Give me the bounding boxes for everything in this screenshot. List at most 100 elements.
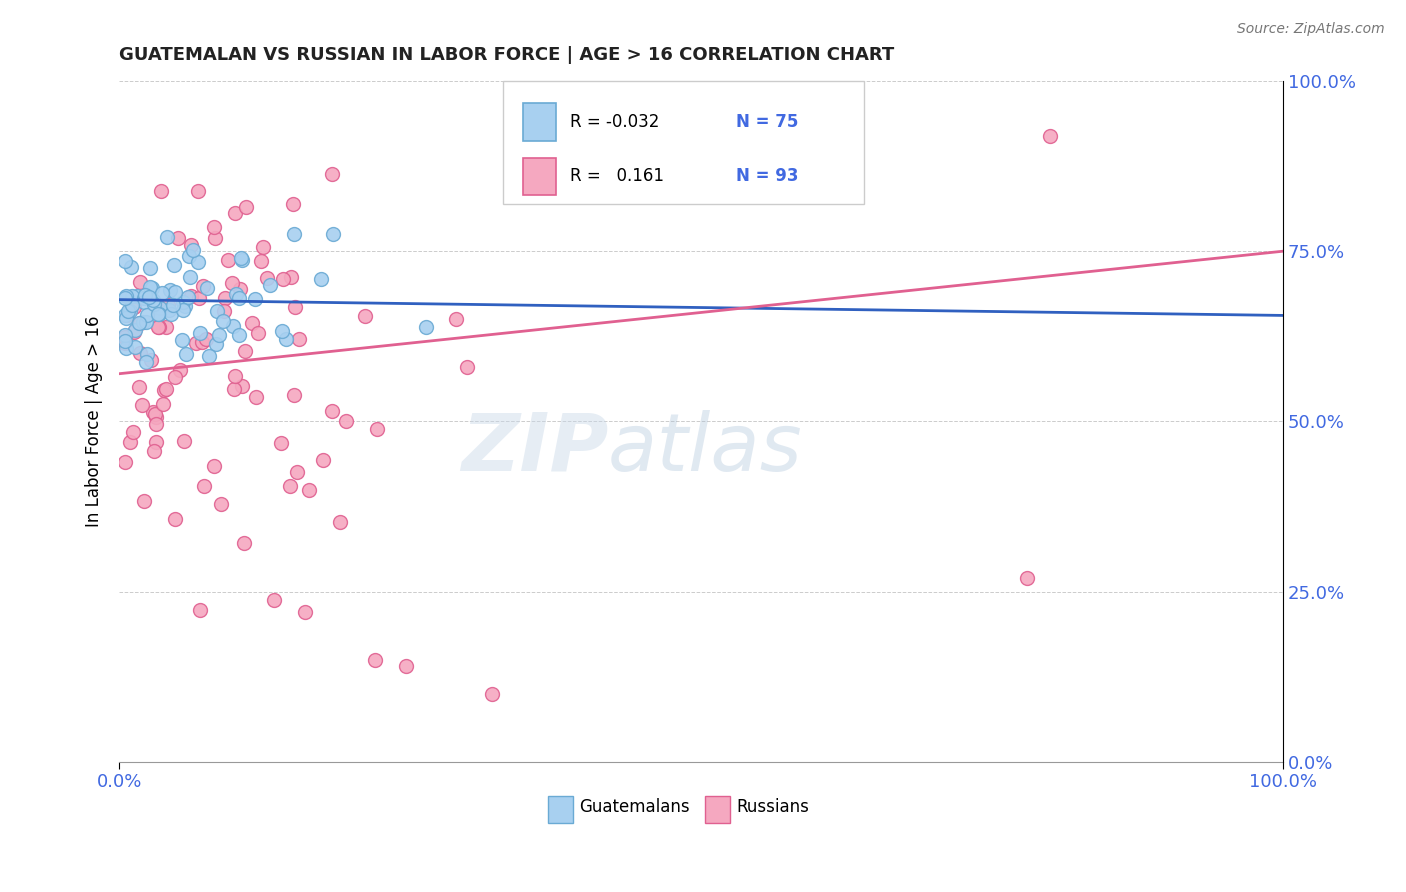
Point [287, 332, 309, 346]
Point [283, 388, 305, 402]
Point [166, 230, 188, 244]
Point [143, 444, 166, 458]
Point [1039, 128, 1062, 143]
Point [298, 483, 321, 497]
Point [157, 298, 180, 312]
Point [259, 277, 281, 292]
Point [155, 320, 177, 334]
Point [159, 307, 181, 321]
Point [184, 335, 207, 350]
Y-axis label: In Labor Force | Age > 16: In Labor Force | Age > 16 [86, 316, 103, 527]
Text: N = 75: N = 75 [737, 113, 799, 131]
Point [263, 593, 285, 607]
Point [122, 325, 145, 339]
Point [294, 605, 316, 619]
Point [187, 254, 209, 268]
Point [208, 327, 231, 342]
Point [243, 292, 266, 306]
Point [170, 333, 193, 347]
Point [124, 340, 146, 354]
Point [114, 334, 136, 348]
Text: N = 93: N = 93 [737, 168, 799, 186]
Point [252, 239, 274, 253]
Point [329, 516, 352, 530]
Point [118, 303, 141, 318]
Point [335, 413, 357, 427]
Point [188, 602, 211, 616]
Point [596, 176, 619, 190]
Point [128, 380, 150, 394]
Point [353, 310, 375, 324]
Point [179, 249, 201, 263]
Point [114, 329, 136, 343]
Point [180, 238, 202, 252]
Point [134, 494, 156, 508]
Point [141, 281, 163, 295]
Point [321, 404, 343, 418]
Point [233, 343, 256, 358]
Point [135, 315, 157, 329]
Text: R = -0.032: R = -0.032 [569, 113, 659, 131]
Point [285, 465, 308, 479]
Point [114, 254, 136, 268]
Point [128, 275, 150, 289]
Point [143, 297, 166, 311]
Point [281, 197, 304, 211]
Point [149, 184, 172, 198]
FancyBboxPatch shape [503, 81, 865, 203]
Point [163, 258, 186, 272]
Point [309, 271, 332, 285]
Point [146, 320, 169, 334]
Point [114, 455, 136, 469]
Point [156, 230, 179, 244]
Point [395, 658, 418, 673]
Point [142, 405, 165, 419]
Point [121, 289, 143, 303]
Point [222, 382, 245, 396]
Point [195, 332, 218, 346]
Point [134, 288, 156, 302]
Point [225, 286, 247, 301]
Point [131, 397, 153, 411]
Point [231, 379, 253, 393]
Point [271, 272, 294, 286]
Point [157, 303, 180, 318]
Point [153, 383, 176, 397]
Point [444, 311, 467, 326]
Point [172, 302, 194, 317]
Point [311, 453, 333, 467]
Point [202, 220, 225, 235]
Point [121, 425, 143, 439]
Point [121, 298, 143, 312]
Point [177, 290, 200, 304]
Point [197, 350, 219, 364]
Point [159, 284, 181, 298]
Point [115, 289, 138, 303]
Point [235, 200, 257, 214]
Text: GUATEMALAN VS RUSSIAN IN LABOR FORCE | AGE > 16 CORRELATION CHART: GUATEMALAN VS RUSSIAN IN LABOR FORCE | A… [120, 46, 894, 64]
Point [145, 417, 167, 431]
Point [148, 319, 170, 334]
Point [132, 315, 155, 329]
Text: atlas: atlas [607, 409, 803, 488]
Point [162, 298, 184, 312]
Point [276, 332, 298, 346]
Point [204, 231, 226, 245]
Point [114, 308, 136, 322]
Point [191, 335, 214, 350]
Point [284, 300, 307, 314]
Point [207, 304, 229, 318]
Point [120, 260, 142, 275]
Point [187, 184, 209, 198]
Text: Russians: Russians [737, 797, 808, 815]
Point [118, 435, 141, 450]
Point [114, 334, 136, 348]
Point [188, 326, 211, 340]
Text: R =   0.161: R = 0.161 [569, 168, 664, 186]
Point [179, 270, 201, 285]
Point [221, 277, 243, 291]
Point [148, 307, 170, 321]
Text: Source: ZipAtlas.com: Source: ZipAtlas.com [1237, 22, 1385, 37]
Point [173, 434, 195, 448]
Point [176, 347, 198, 361]
